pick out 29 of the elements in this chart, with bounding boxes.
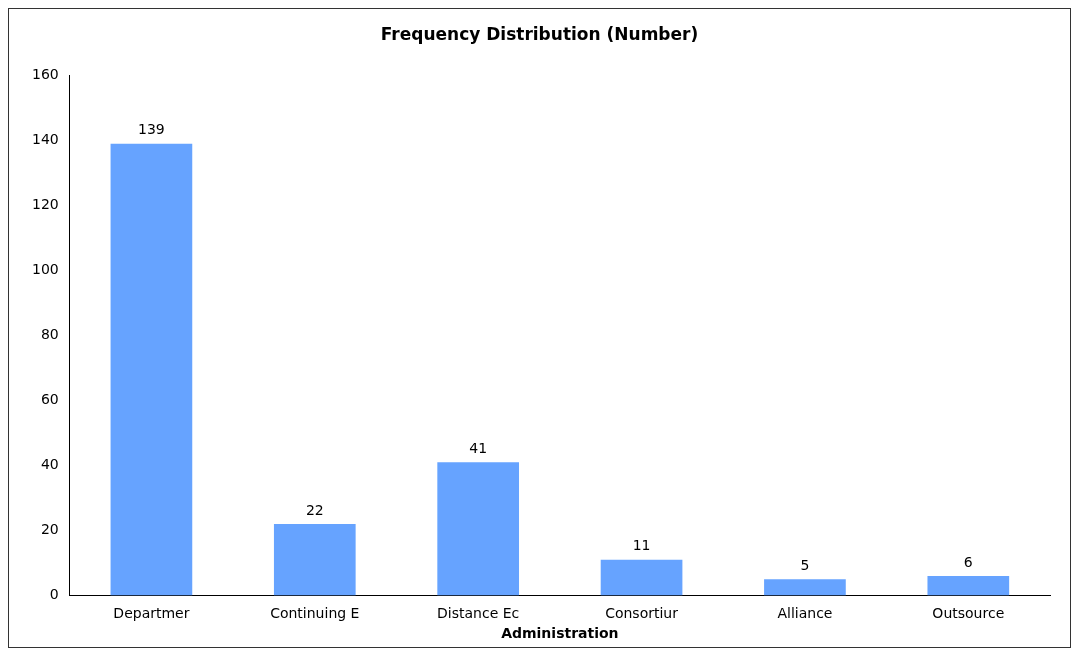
y-tick-label: 60 [40,391,59,408]
bar [600,559,683,596]
y-tick-label: 20 [40,521,59,538]
data-label: 6 [963,553,973,570]
bar [273,523,356,596]
x-axis-title: Administration [501,625,619,642]
y-tick-label: 160 [31,66,59,83]
data-label: 139 [138,121,165,138]
data-label: 41 [469,439,488,456]
bar [927,575,1010,596]
data-label: 5 [800,556,810,573]
x-tick-label: Distance Ec [437,605,520,622]
x-tick-label: Consortiur [605,605,679,622]
x-tick-label: Continuing E [270,605,360,622]
x-tick-label: Departmer [113,605,190,622]
x-tick-label: Alliance [777,605,833,622]
bar [110,143,193,596]
y-tick-label: 40 [40,456,59,473]
y-tick-label: 0 [49,586,59,603]
y-tick-label: 100 [31,261,59,278]
y-tick-label: 140 [31,131,59,148]
x-tick-label: Outsource [932,605,1005,622]
y-tick-label: 80 [40,326,59,343]
chart-title: Frequency Distribution (Number) [380,23,699,44]
bar [764,579,846,596]
y-tick-label: 120 [31,196,59,213]
data-label: 11 [632,537,651,554]
bar [437,462,520,596]
data-label: 22 [305,501,324,518]
